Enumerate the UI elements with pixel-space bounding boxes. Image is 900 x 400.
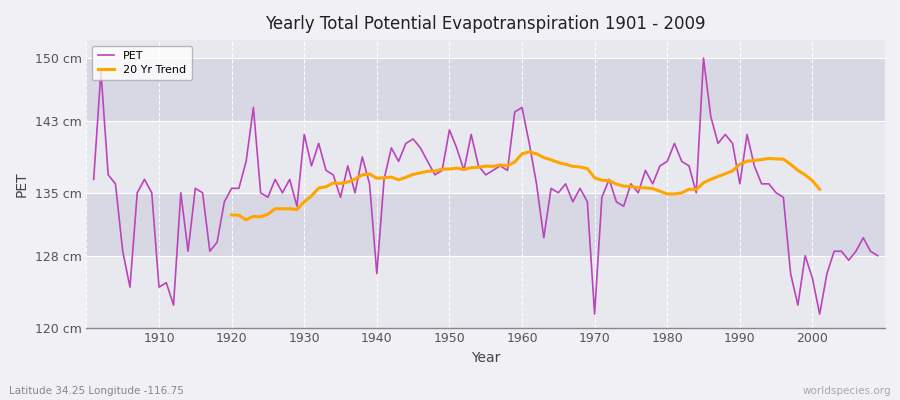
PET [147,190,158,195]
Legend: PET, 20 Yr Trend: PET, 20 Yr Trend [92,46,192,80]
Bar [86,58,885,121]
X-axis label: Year: Year [471,351,500,365]
PET [517,105,527,110]
Bar [86,193,885,256]
20 Yr Trend [372,176,382,181]
PET [590,312,600,316]
20 Yr Trend [240,217,251,222]
PET [611,200,622,204]
PET [509,110,520,114]
20 Yr Trend [814,187,825,192]
Y-axis label: PET: PET [15,171,29,197]
Line: 20 Yr Trend: 20 Yr Trend [231,152,820,220]
Title: Yearly Total Potential Evapotranspiration 1901 - 2009: Yearly Total Potential Evapotranspiratio… [266,15,706,33]
PET [88,177,99,182]
20 Yr Trend [698,180,709,185]
Bar [86,256,885,328]
20 Yr Trend [524,150,535,154]
20 Yr Trend [393,178,404,182]
Text: worldspecies.org: worldspecies.org [803,386,891,396]
20 Yr Trend [509,160,520,164]
20 Yr Trend [226,212,237,217]
PET [698,56,709,60]
PET [306,164,317,168]
Bar [86,40,885,58]
Bar [86,121,885,193]
Line: PET: PET [94,58,878,314]
20 Yr Trend [713,174,724,179]
Text: Latitude 34.25 Longitude -116.75: Latitude 34.25 Longitude -116.75 [9,386,184,396]
PET [349,190,360,195]
PET [872,253,883,258]
20 Yr Trend [400,175,411,180]
